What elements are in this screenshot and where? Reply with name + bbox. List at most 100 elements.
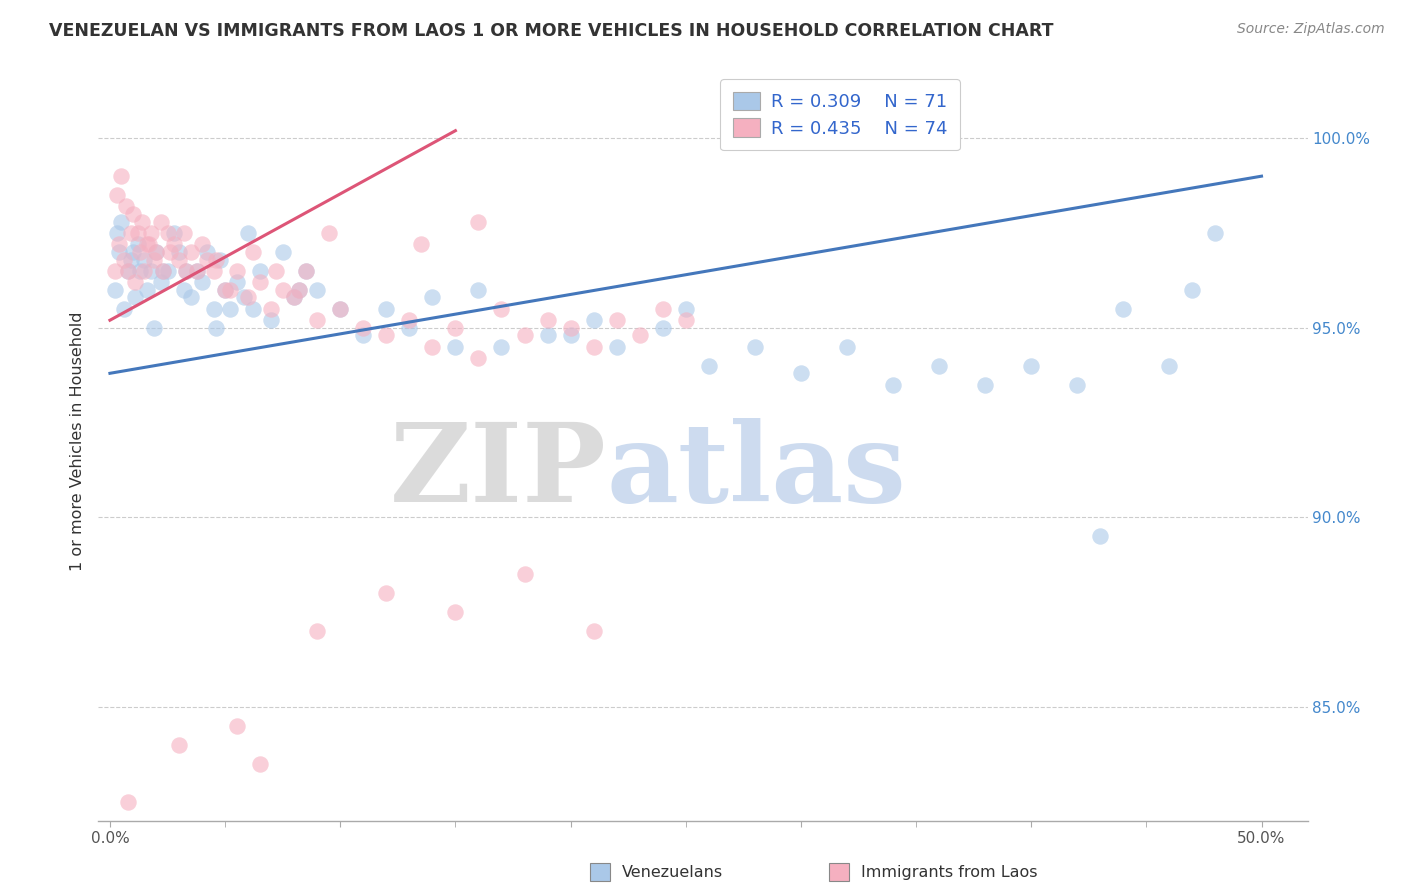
Point	[329, 301, 352, 316]
Point	[120, 226, 142, 240]
Point	[491, 340, 513, 354]
Point	[582, 313, 605, 327]
Point	[928, 359, 950, 373]
Point	[167, 738, 190, 752]
Point	[606, 313, 628, 327]
Point	[444, 321, 467, 335]
Point	[675, 301, 697, 316]
Point	[582, 340, 605, 354]
Point	[606, 340, 628, 354]
Point	[422, 291, 444, 305]
Point	[120, 252, 142, 267]
Point	[174, 264, 197, 278]
Point	[186, 264, 208, 278]
Point	[135, 283, 157, 297]
Point	[264, 264, 287, 278]
Point	[307, 283, 329, 297]
Point	[232, 291, 254, 305]
Point	[536, 313, 558, 327]
Point	[163, 226, 186, 240]
Point	[294, 264, 316, 278]
Point	[105, 226, 128, 240]
Point	[242, 301, 264, 316]
Text: Venezuelans: Venezuelans	[621, 865, 723, 880]
Point	[1066, 377, 1088, 392]
Point	[214, 283, 236, 297]
Point	[124, 276, 146, 290]
Text: Immigrants from Laos: Immigrants from Laos	[860, 865, 1038, 880]
Point	[560, 328, 582, 343]
Point	[112, 252, 135, 267]
Point	[191, 237, 214, 252]
Point	[145, 245, 167, 260]
Point	[108, 237, 131, 252]
Point	[307, 313, 329, 327]
Point	[131, 215, 153, 229]
Point	[128, 245, 150, 260]
Text: ZIP: ZIP	[389, 418, 606, 525]
Point	[225, 719, 247, 733]
Text: VENEZUELAN VS IMMIGRANTS FROM LAOS 1 OR MORE VEHICLES IN HOUSEHOLD CORRELATION C: VENEZUELAN VS IMMIGRANTS FROM LAOS 1 OR …	[49, 22, 1053, 40]
Point	[697, 359, 720, 373]
Point	[294, 264, 316, 278]
Point	[167, 252, 190, 267]
Point	[142, 321, 165, 335]
Point	[513, 328, 536, 343]
Point	[1090, 529, 1112, 543]
Point	[467, 215, 489, 229]
Point	[156, 264, 179, 278]
Y-axis label: 1 or more Vehicles in Household: 1 or more Vehicles in Household	[69, 312, 84, 571]
Point	[186, 264, 208, 278]
Point	[117, 795, 139, 809]
Point	[288, 283, 311, 297]
Text: atlas: atlas	[606, 418, 905, 525]
Point	[744, 340, 766, 354]
Bar	[589, 863, 610, 881]
Point	[260, 313, 283, 327]
Point	[112, 301, 135, 316]
Point	[142, 252, 165, 267]
Point	[352, 328, 374, 343]
Point	[135, 237, 157, 252]
Point	[651, 301, 673, 316]
Point	[152, 264, 174, 278]
Bar	[828, 863, 849, 881]
Point	[110, 215, 132, 229]
Point	[122, 245, 145, 260]
Point	[225, 264, 247, 278]
Point	[152, 264, 174, 278]
Point	[163, 237, 186, 252]
Point	[115, 200, 138, 214]
Point	[236, 226, 259, 240]
Point	[1019, 359, 1042, 373]
Point	[513, 567, 536, 582]
Point	[117, 264, 139, 278]
Point	[122, 207, 145, 221]
Point	[173, 226, 195, 240]
Point	[882, 377, 904, 392]
Point	[127, 237, 149, 252]
Point	[103, 283, 125, 297]
Point	[307, 624, 329, 639]
Point	[149, 276, 172, 290]
Point	[242, 245, 264, 260]
Point	[105, 188, 128, 202]
Point	[329, 301, 352, 316]
Point	[141, 264, 163, 278]
Point	[536, 328, 558, 343]
Text: Source: ZipAtlas.com: Source: ZipAtlas.com	[1237, 22, 1385, 37]
Point	[271, 283, 294, 297]
Point	[1181, 283, 1204, 297]
Point	[352, 321, 374, 335]
Point	[138, 237, 160, 252]
Point	[467, 283, 489, 297]
Point	[444, 340, 467, 354]
Point	[375, 328, 398, 343]
Point	[134, 264, 156, 278]
Point	[651, 321, 673, 335]
Point	[156, 226, 179, 240]
Point	[283, 291, 305, 305]
Point	[675, 313, 697, 327]
Point	[790, 367, 813, 381]
Point	[422, 340, 444, 354]
